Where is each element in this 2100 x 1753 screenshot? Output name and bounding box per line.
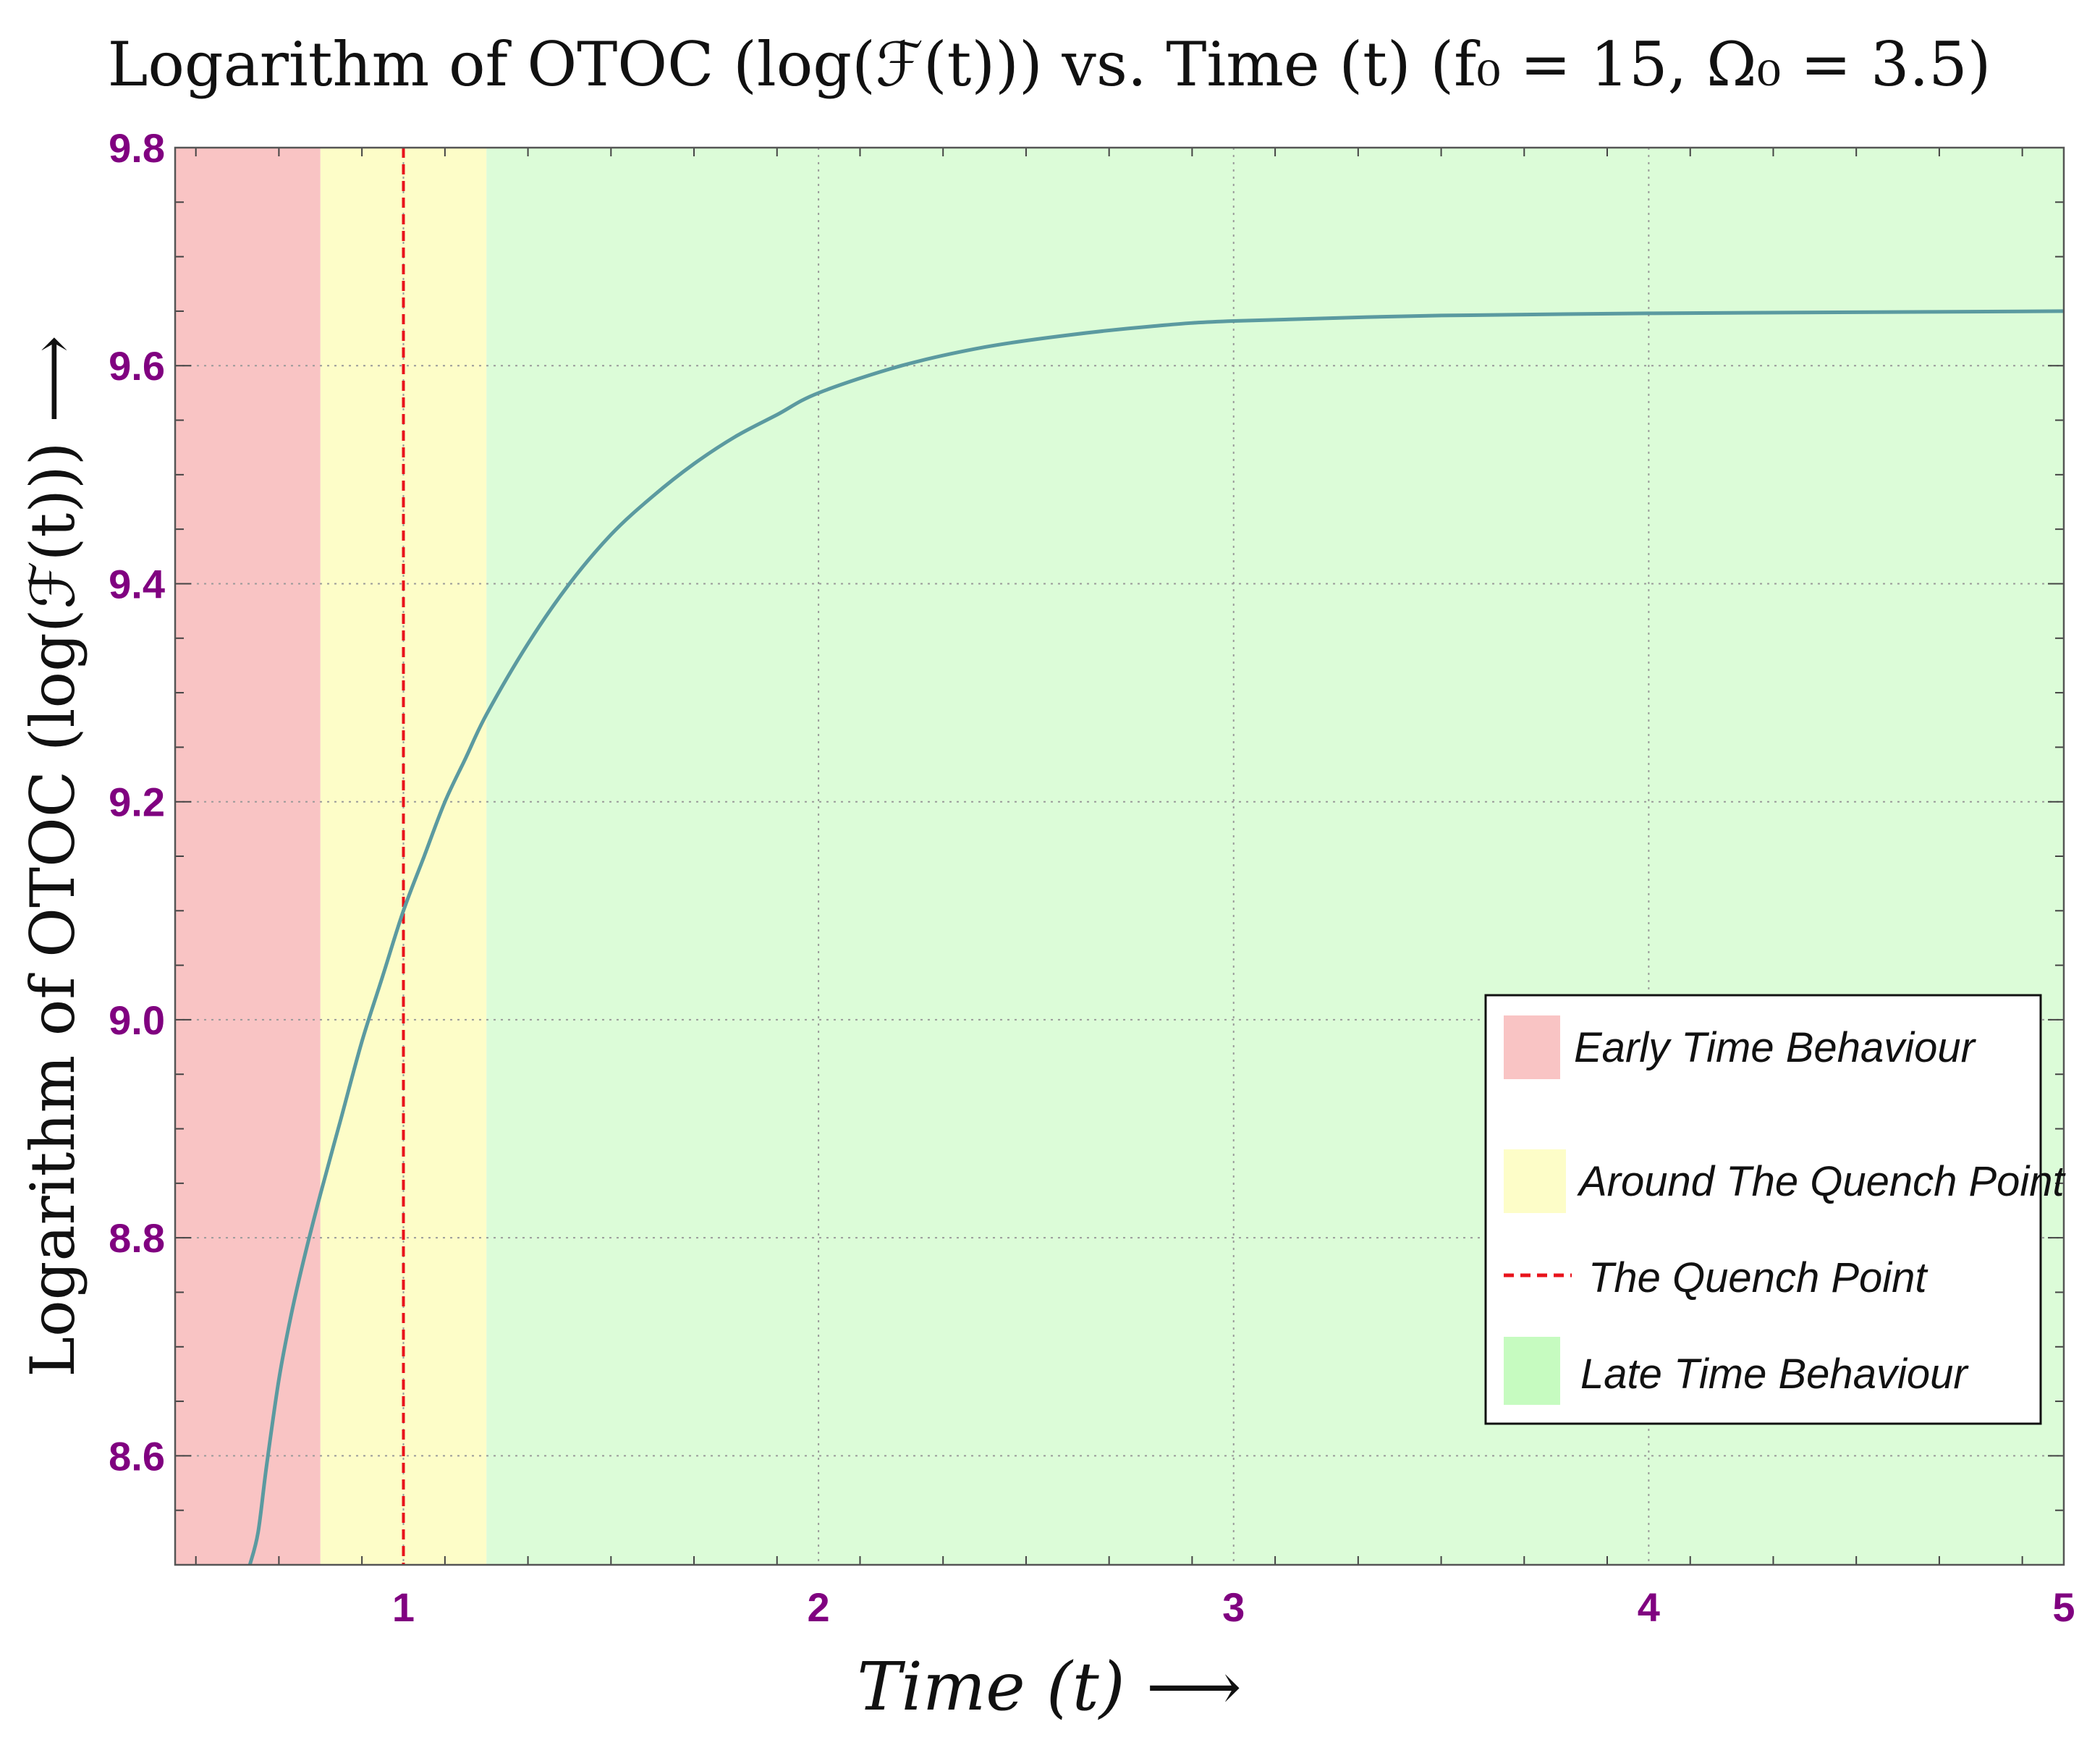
legend-label-early: Early Time Behaviour xyxy=(1574,1024,1977,1071)
minor-ticks xyxy=(175,147,2064,1565)
legend-swatch-quench-region xyxy=(1504,1149,1566,1213)
series-line-otoc xyxy=(247,309,2065,1566)
chart-title: Logarithm of OTOC (log(ℱ(t))) vs. Time (… xyxy=(108,29,1991,100)
legend-label-quench-region: Around The Quench Point xyxy=(1577,1158,2067,1205)
series-layer xyxy=(247,309,2065,1566)
legend-label-late: Late Time Behaviour xyxy=(1580,1351,1969,1398)
y-tick-label: 9.4 xyxy=(109,561,165,607)
x-tick-label: 5 xyxy=(2052,1584,2075,1630)
plot-frame xyxy=(174,146,2065,1566)
legend-label-quench-point: The Quench Point xyxy=(1588,1254,1928,1301)
x-tick-label: 1 xyxy=(392,1584,415,1630)
y-axis-label: Logarithm of OTOC (log(ℱ(t))) ⟶ xyxy=(17,335,88,1377)
x-tick-label: 4 xyxy=(1638,1584,1660,1630)
y-tick-label: 8.8 xyxy=(109,1215,165,1261)
legend-box xyxy=(1484,994,2042,1425)
y-tick-label: 9.0 xyxy=(109,997,165,1043)
region-early-time-behaviour xyxy=(175,148,321,1565)
y-tick-label: 9.2 xyxy=(109,780,165,825)
legend: Early Time Behaviour Around The Quench P… xyxy=(1484,994,2067,1425)
tick-labels: 1 2 3 4 5 8.6 8.8 9.0 9.2 9.4 9.6 9.8 xyxy=(109,125,2075,1630)
legend-swatch-late xyxy=(1504,1337,1560,1405)
y-tick-label: 9.8 xyxy=(109,125,165,171)
y-tick-label: 8.6 xyxy=(109,1433,165,1479)
x-tick-label: 2 xyxy=(808,1584,830,1630)
x-axis-label: Time (t) ⟶ xyxy=(857,1648,1242,1725)
x-tick-label: 3 xyxy=(1222,1584,1245,1630)
legend-swatch-early xyxy=(1504,1015,1560,1079)
y-tick-label: 9.6 xyxy=(109,343,165,389)
